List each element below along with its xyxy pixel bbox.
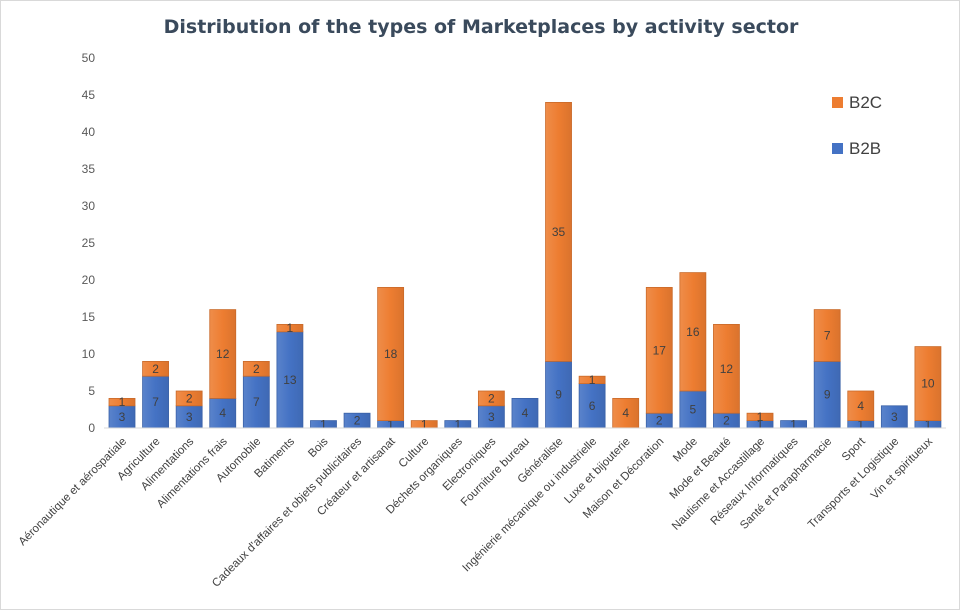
data-label-b2c-10: 1	[421, 417, 428, 431]
bar-b2c-17	[645, 286, 673, 414]
bar-b2c-4	[209, 309, 237, 399]
bar-b2c-23	[847, 390, 875, 422]
x-tick-label: Vin et spiritueux	[869, 435, 935, 501]
data-label-b2c-6: 1	[287, 321, 294, 335]
bar-b2b-13	[511, 397, 539, 429]
bar-b2b-2	[142, 375, 169, 429]
bar-b2b-15	[578, 383, 606, 429]
data-label-b2c-1: 1	[119, 395, 126, 409]
legend-label-b2b: B2B	[849, 139, 881, 158]
y-tick-label: 30	[82, 199, 96, 213]
data-label-b2c-5: 2	[253, 362, 260, 376]
data-label-b2c-2: 2	[152, 362, 159, 376]
data-label-b2c-9: 18	[384, 347, 398, 361]
y-tick-label: 50	[82, 51, 96, 65]
data-label-b2c-15: 1	[589, 373, 596, 387]
data-label-b2c-17: 17	[653, 343, 667, 357]
bar-b2c-14	[545, 102, 572, 362]
bar-b2b-22	[813, 360, 841, 429]
data-label-b2b-23: 1	[857, 417, 864, 431]
data-label-b2c-25: 10	[921, 377, 935, 391]
data-label-b2b-7: 1	[320, 417, 327, 431]
data-label-b2b-24: 3	[891, 410, 898, 424]
y-tick-label: 40	[82, 125, 96, 139]
bar-b2c-18	[679, 272, 707, 392]
bar-b2c-20	[746, 412, 774, 422]
x-tick-label: Mode et Beauté	[668, 436, 734, 502]
legend-swatch-b2b	[832, 143, 843, 154]
data-label-b2b-14: 9	[555, 388, 562, 402]
data-label-b2b-21: 1	[790, 417, 797, 431]
data-label-b2b-12: 3	[488, 410, 495, 424]
data-label-b2c-23: 4	[857, 399, 864, 413]
data-label-b2b-1: 3	[119, 410, 126, 424]
data-label-b2b-8: 2	[354, 414, 361, 428]
data-label-b2b-6: 13	[283, 373, 297, 387]
y-axis: 0 5 10 15 20 25 30 35 40 45 50	[82, 51, 96, 435]
bar-b2c-22	[813, 309, 841, 362]
y-tick-label: 15	[82, 310, 96, 324]
data-label-b2b-11: 1	[454, 417, 461, 431]
data-label-b2c-20: 1	[757, 410, 764, 424]
data-label-b2b-20: 1	[757, 417, 764, 431]
chart-title: Distribution of the types of Marketplace…	[164, 16, 799, 38]
x-tick-label: Mode	[671, 436, 700, 465]
bar-b2c-9	[377, 286, 405, 421]
bar-b2c-3	[175, 390, 203, 407]
data-label-b2c-3: 2	[186, 391, 193, 405]
bar-b2c-19	[713, 323, 740, 414]
bar-b2c-5	[242, 360, 270, 377]
bar-b2c-1	[108, 397, 136, 407]
legend-swatch-b2c	[832, 97, 843, 108]
y-tick-label: 45	[82, 88, 96, 102]
y-tick-label: 25	[82, 236, 96, 250]
data-label-b2c-22: 7	[824, 329, 831, 343]
data-label-b2c-18: 16	[686, 325, 700, 339]
data-label-b2b-5: 7	[253, 395, 260, 409]
data-label-b2c-19: 12	[720, 362, 734, 376]
data-label-b2b-22: 9	[824, 388, 831, 402]
data-label-b2b-15: 6	[589, 399, 596, 413]
bar-b2c-12	[477, 390, 505, 407]
data-label-b2c-14: 35	[552, 225, 566, 239]
x-axis: Aéronautique et aérospatialeAgricultureA…	[17, 427, 946, 590]
data-label-b2b-19: 2	[723, 414, 730, 428]
bar-b2c-25	[914, 346, 942, 422]
bar-b2c-15	[578, 375, 606, 385]
data-label-b2b-13: 4	[522, 406, 529, 420]
data-label-b2b-17: 2	[656, 414, 663, 428]
legend: B2C B2B	[832, 93, 882, 158]
x-tick-label: Bois	[306, 435, 330, 459]
x-tick-label: Sport	[840, 435, 868, 463]
y-tick-label: 20	[82, 273, 96, 287]
y-tick-label: 10	[82, 347, 96, 361]
data-label-b2b-18: 5	[690, 403, 697, 417]
bar-b2c-2	[142, 360, 169, 377]
y-tick-label: 5	[88, 384, 95, 398]
bar-b2b-14	[545, 360, 572, 429]
y-tick-label: 0	[88, 421, 95, 435]
data-label-b2b-9: 1	[387, 417, 394, 431]
data-label-b2b-25: 1	[925, 417, 932, 431]
x-tick-label: Aéronautique et aérospatiale	[17, 436, 129, 548]
data-label-b2b-2: 7	[152, 395, 159, 409]
data-label-b2c-4: 12	[216, 347, 230, 361]
data-label-b2c-16: 4	[622, 406, 629, 420]
y-tick-label: 35	[82, 162, 96, 176]
bar-b2c-6	[276, 323, 304, 333]
data-label-b2b-4: 4	[219, 406, 226, 420]
data-label-b2c-12: 2	[488, 391, 495, 405]
legend-label-b2c: B2C	[849, 93, 882, 112]
data-label-b2b-3: 3	[186, 410, 193, 424]
